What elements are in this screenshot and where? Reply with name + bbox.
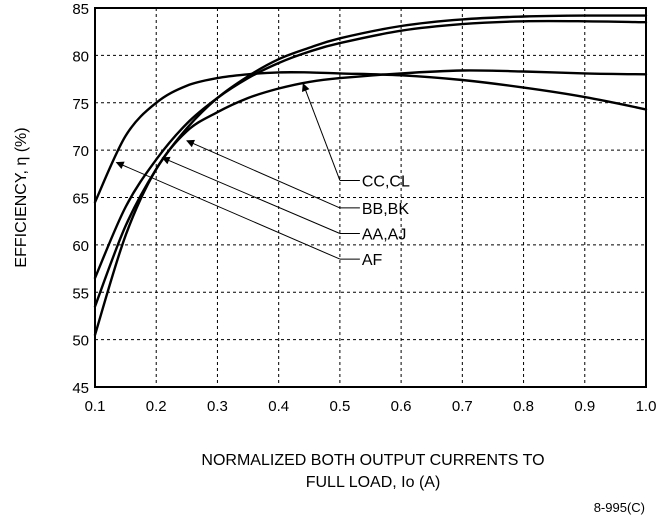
x-tick-label: 0.8: [513, 398, 534, 415]
x-axis-label-line2: FULL LOAD, Io (A): [305, 474, 441, 491]
x-tick-label: 0.6: [391, 398, 412, 415]
leader-arrow-bb-bk: [186, 139, 341, 209]
curves: [93, 14, 648, 337]
y-tick-label: 75: [72, 96, 89, 113]
annotations: CC,CL BB,BK AA,AJ AF: [115, 83, 410, 269]
y-tick-label: 55: [72, 285, 89, 302]
x-tick-label: 0.7: [452, 398, 473, 415]
x-tick-label: 0.3: [207, 398, 228, 415]
y-tick-label: 85: [72, 1, 89, 18]
y-tick-label: 45: [72, 380, 89, 397]
x-tick-label: 0.2: [146, 398, 167, 415]
series-label-aa-aj: AA,AJ: [362, 227, 406, 244]
series-label-af: AF: [362, 252, 383, 269]
leader-arrow-af: [115, 161, 341, 260]
x-tick-label: 0.1: [85, 398, 106, 415]
x-tick-label: 0.4: [268, 398, 289, 415]
x-axis-label-line1: NORMALIZED BOTH OUTPUT CURRENTS TO: [201, 452, 545, 469]
grid: [95, 8, 646, 387]
series-label-cc-cl: CC,CL: [362, 173, 410, 190]
plot-frame: [94, 7, 647, 388]
y-tick-label: 65: [72, 191, 89, 208]
series-line-af: [93, 71, 648, 204]
y-tick-label: 70: [72, 143, 89, 160]
figure-id: 8-995(C): [593, 500, 645, 515]
series-line-bb-bk: [93, 19, 648, 280]
y-tick-label: 60: [72, 238, 89, 255]
series-label-bb-bk: BB,BK: [362, 201, 409, 218]
leader-arrow-aa-aj: [161, 156, 341, 234]
series-line-aa-aj: [93, 14, 648, 308]
y-tick-label: 80: [72, 48, 89, 65]
leader-arrow-cc-cl: [301, 83, 341, 181]
x-tick-label: 0.9: [574, 398, 595, 415]
tick-labels: 0.1 0.2 0.3 0.4 0.5 0.6 0.7 0.8 0.9 1.0 45 50 55 60 65…: [72, 1, 656, 415]
x-tick-label: 1.0: [636, 398, 657, 415]
y-tick-label: 50: [72, 333, 89, 350]
y-axis-label: EFFICIENCY, η (%): [13, 127, 30, 267]
x-tick-label: 0.5: [329, 398, 350, 415]
